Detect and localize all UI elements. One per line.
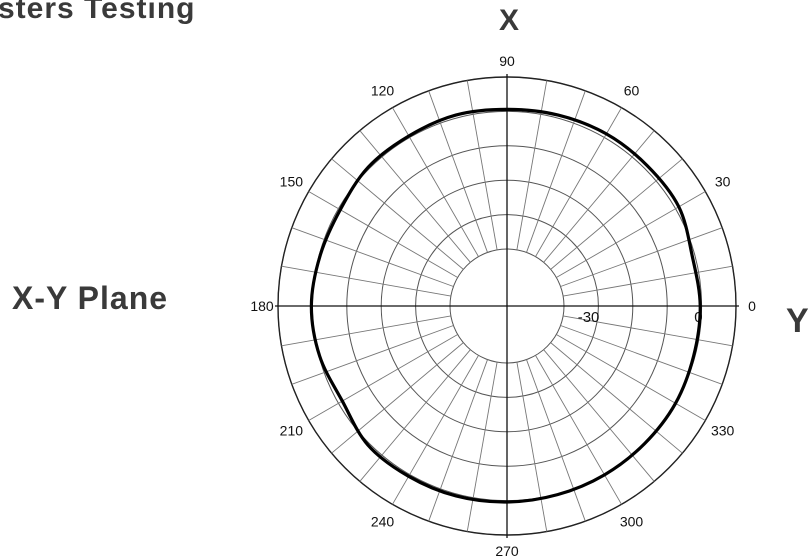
grid-spoke [359,349,471,482]
angle-tick-labels: 0 30 60 90 120 150 180 210 240 270 300 330 [250,53,756,559]
radial-tick-labels: -30 0 [578,309,703,326]
polar-grid [275,74,739,538]
grid-spoke [550,342,683,454]
angle-tick-label: 60 [624,82,640,98]
angle-tick-label: 210 [280,423,304,439]
angle-tick-label: 0 [748,298,756,314]
radial-tick-label: -30 [578,309,600,326]
angle-tick-label: 120 [371,82,395,98]
axis-x-label: X [499,4,520,37]
grid-spoke [392,355,479,505]
grid-spoke [550,158,683,270]
grid-spoke [516,362,548,532]
grid-spoke [281,315,451,347]
grid-spoke [526,359,586,522]
angle-tick-label: 270 [495,543,519,559]
grid-spoke [560,325,723,385]
grid-spoke [466,80,498,250]
grid-spoke [543,349,655,482]
angle-tick-label: 240 [371,514,395,530]
grid-spoke [428,90,488,253]
grid-spoke [308,334,458,421]
grid-spoke [556,334,706,421]
plane-label: X-Y Plane [12,280,169,316]
chart-title: sters Testing [0,0,196,25]
grid-spoke [560,227,723,287]
angle-tick-label: 30 [715,174,731,190]
grid-spoke [535,355,622,505]
grid-spoke [308,191,458,278]
angle-tick-label: 150 [280,174,304,190]
angle-tick-label: 300 [620,514,644,530]
grid-spoke [556,191,706,278]
grid-spoke [428,359,488,522]
axis-y-label: Y [786,302,809,340]
angle-tick-label: 330 [711,423,735,439]
series-line [309,107,702,504]
grid-spoke [526,90,586,253]
grid-spoke [331,342,464,454]
grid-spoke [392,107,479,257]
grid-spoke [359,130,471,263]
grid-spoke [543,130,655,263]
angle-tick-label: 90 [499,53,515,69]
grid-spoke [281,265,451,297]
grid-spoke [563,315,733,347]
grid-spoke [466,362,498,532]
grid-spoke [516,80,548,250]
grid-spoke [563,265,733,297]
angle-tick-label: 180 [250,298,274,314]
grid-spoke [291,325,454,385]
grid-spoke [535,107,622,257]
grid-spoke [331,158,464,270]
grid-spoke [291,227,454,287]
